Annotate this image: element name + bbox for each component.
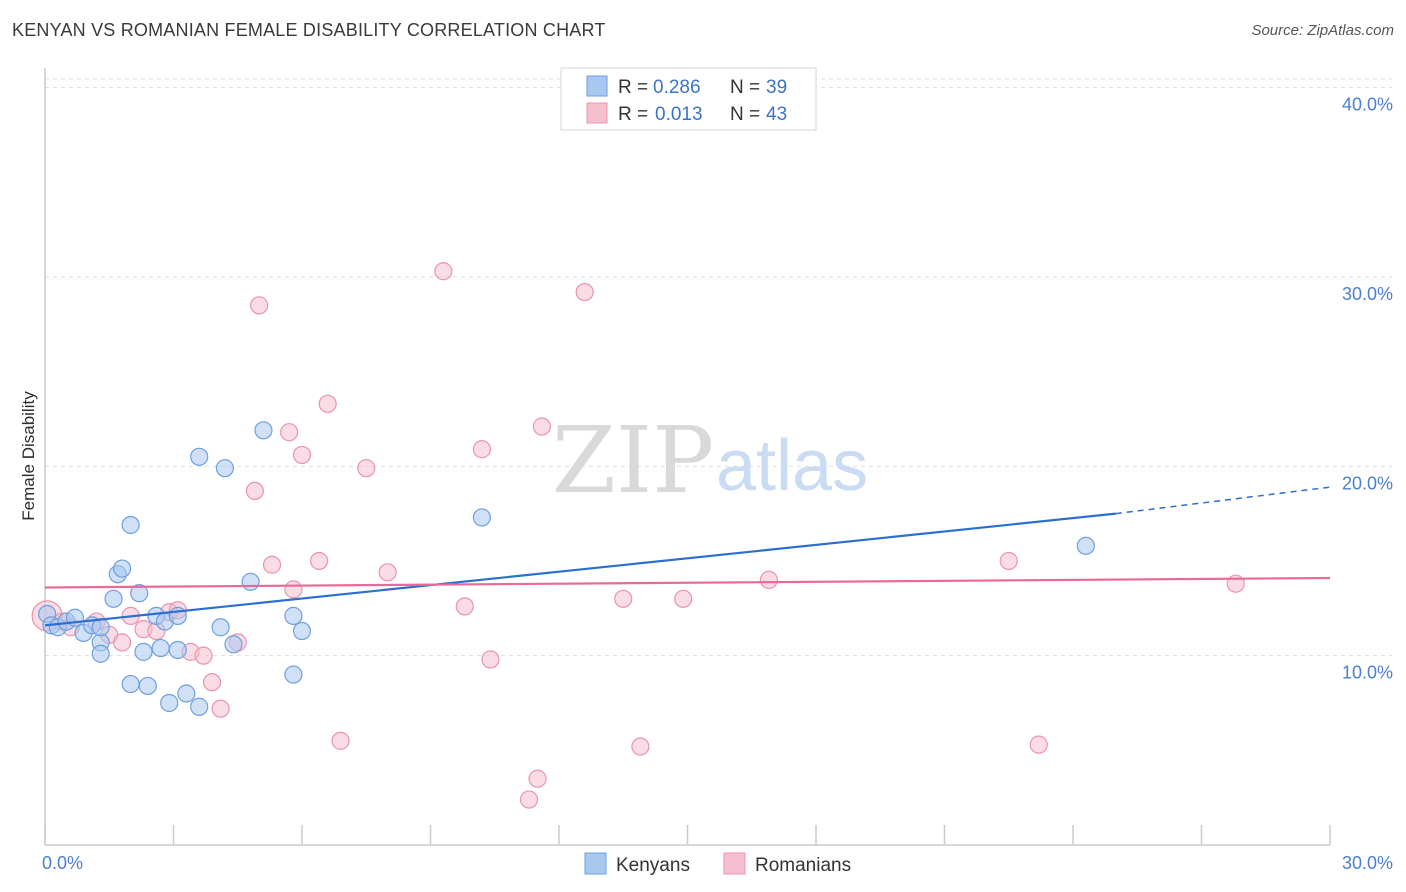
romanians-point: [434, 262, 453, 281]
kenyans-point: [190, 447, 209, 466]
romanians-point: [999, 551, 1018, 571]
kenyans-point: [160, 693, 179, 713]
grid-lines: [45, 78, 1392, 657]
romanians-point: [631, 737, 650, 756]
romanians-point: [532, 417, 551, 436]
romanians-point: [284, 580, 303, 599]
kenyans-trend-extension: [1115, 486, 1331, 515]
romanians-point: [674, 589, 693, 608]
legend-kenyans-swatch: [586, 75, 608, 97]
watermark-atlas: atlas: [716, 426, 868, 506]
series-legend: Kenyans Romanians: [584, 852, 851, 876]
kenyans-trend-line: [44, 512, 1116, 627]
y-tick-label: 10.0%: [1342, 663, 1393, 683]
romanians-point: [1029, 735, 1048, 754]
legend-row2-n-value: 43: [766, 104, 787, 125]
x-axis-ticks: [44, 825, 1331, 845]
romanians-point: [318, 394, 337, 413]
romanians-point: [211, 699, 230, 718]
source-label: Source: ZipAtlas.com: [1251, 22, 1394, 39]
y-tick-labels: 10.0% 20.0% 30.0% 40.0%: [1342, 95, 1393, 683]
legend-row1-n-value: 39: [766, 77, 787, 98]
romanians-point: [262, 555, 282, 574]
romanians-point: [528, 769, 547, 788]
y-tick-label: 30.0%: [1342, 284, 1393, 304]
kenyans-point: [284, 606, 303, 625]
legend-row2-r-label: R =: [618, 104, 648, 125]
kenyans-point: [151, 638, 170, 658]
romanians-point: [194, 646, 213, 665]
romanians-point: [202, 673, 222, 692]
bottom-legend-kenyans: Kenyans: [616, 855, 690, 876]
romanians-point: [481, 650, 500, 669]
legend-row1-r-label: R =: [618, 77, 648, 98]
kenyans-point: [168, 640, 187, 660]
chart-title: KENYAN VS ROMANIAN FEMALE DISABILITY COR…: [12, 20, 606, 40]
kenyans-point: [121, 674, 140, 694]
kenyans-point: [190, 697, 209, 716]
romanians-point: [455, 597, 474, 616]
kenyans-point: [112, 559, 132, 578]
y-tick-label: 20.0%: [1342, 473, 1393, 493]
kenyans-point: [138, 676, 157, 696]
romanians-points: [31, 262, 1245, 809]
romanians-point: [250, 296, 269, 315]
x-tick-label: 30.0%: [1342, 853, 1393, 873]
romanians-point: [292, 445, 312, 465]
kenyans-point: [1076, 536, 1095, 555]
kenyans-point: [224, 635, 243, 654]
kenyans-point: [104, 589, 123, 608]
correlation-legend: R = 0.286 N = 39 R = 0.013 N = 43: [560, 67, 817, 131]
kenyans-point: [241, 572, 260, 591]
kenyans-point: [215, 459, 234, 478]
kenyans-point: [177, 684, 196, 703]
watermark-zip: ZIP: [552, 407, 714, 514]
legend-row1-n-label: N =: [730, 77, 760, 98]
romanians-point: [759, 570, 778, 590]
romanians-point: [614, 589, 633, 608]
legend-romanians-swatch: [586, 102, 608, 124]
legend-row2-n-label: N =: [730, 104, 760, 125]
romanians-point: [575, 282, 594, 302]
kenyans-points: [38, 421, 1095, 716]
kenyans-point: [292, 621, 312, 641]
x-tick-label: 0.0%: [42, 853, 83, 873]
romanians-point: [310, 551, 329, 571]
kenyans-point: [91, 618, 110, 637]
legend-row1-r-value: 0.286: [653, 77, 701, 98]
x-tick-labels: 0.0% 30.0%: [42, 853, 1393, 873]
trend-lines: [44, 486, 1331, 627]
bottom-legend-kenyans-swatch: [584, 852, 607, 875]
romanians-point: [519, 790, 539, 809]
kenyans-point: [91, 644, 110, 663]
kenyans-point: [130, 584, 149, 603]
legend-row2-r-value: 0.013: [655, 104, 703, 125]
y-axis-label: Female Disability: [19, 391, 38, 521]
romanians-point: [472, 440, 491, 459]
romanians-point: [378, 563, 397, 582]
kenyans-point: [472, 508, 491, 527]
romanians-point: [245, 481, 264, 501]
romanians-point: [357, 459, 376, 478]
y-tick-label: 40.0%: [1342, 95, 1393, 115]
bottom-legend-romanians: Romanians: [755, 855, 851, 876]
romanians-point: [112, 633, 132, 652]
kenyans-point: [284, 665, 303, 684]
kenyans-point: [134, 642, 153, 661]
kenyans-point: [254, 421, 273, 440]
romanians-point: [331, 731, 350, 750]
romanians-point: [280, 423, 299, 442]
kenyans-point: [211, 618, 230, 637]
bottom-legend-romanians-swatch: [723, 852, 746, 875]
romanians-trend-line: [44, 576, 1331, 589]
kenyans-point: [121, 515, 140, 535]
